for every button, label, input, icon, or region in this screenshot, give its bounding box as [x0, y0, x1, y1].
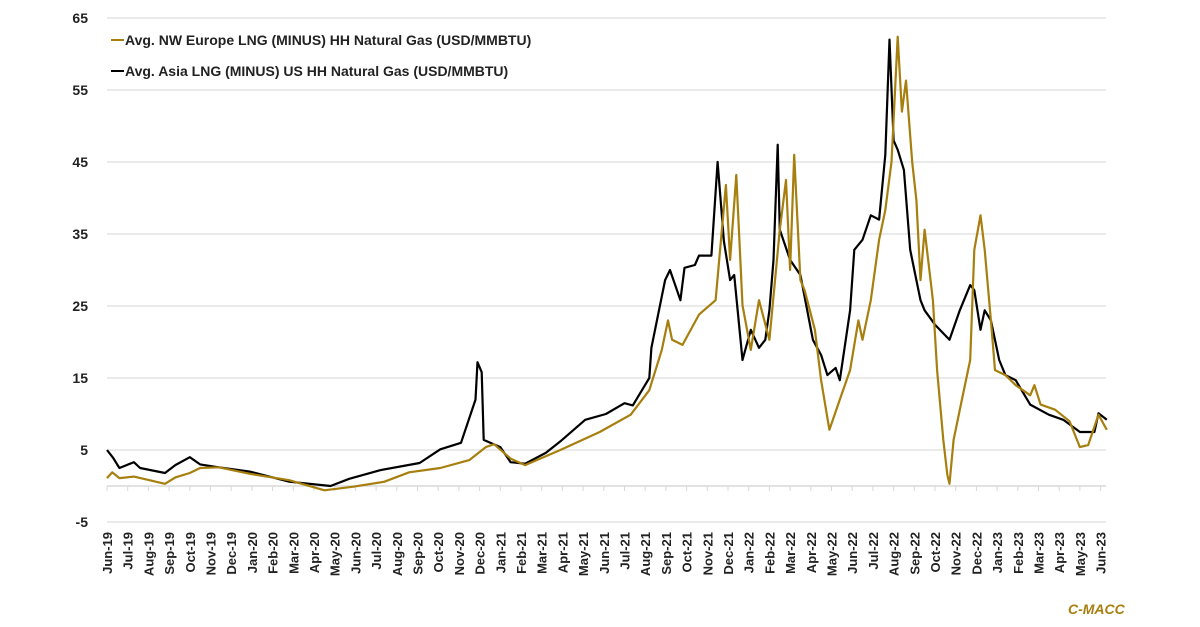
x-tick-label: Aug-22	[887, 532, 902, 576]
x-tick-label: Dec-20	[473, 532, 488, 575]
series-line-asia	[106, 38, 1108, 488]
x-tick-label: Jun-19	[100, 532, 115, 574]
x-tick-label: Oct-22	[928, 532, 943, 572]
x-tick-label: Aug-19	[141, 532, 156, 576]
x-tick-label: Sep-19	[162, 532, 177, 575]
x-tick-label: Apr-22	[804, 532, 819, 573]
x-tick-label: May-20	[328, 532, 343, 576]
x-tick-label: Mar-21	[535, 532, 550, 574]
x-tick-label: Jun-23	[1094, 532, 1109, 574]
x-tick-label: Apr-23	[1052, 532, 1067, 573]
y-tick-label: 65	[72, 10, 88, 26]
x-axis	[106, 485, 1106, 491]
y-tick-label: 55	[72, 82, 88, 98]
x-tick-label: Aug-20	[390, 532, 405, 576]
x-tick-label: May-21	[576, 532, 591, 576]
x-tick-label: Nov-22	[949, 532, 964, 575]
x-tick-label: Jul-19	[121, 532, 136, 570]
y-tick-label: 35	[72, 226, 88, 242]
x-tick-label: Oct-19	[183, 532, 198, 572]
x-tick-label: May-22	[825, 532, 840, 576]
x-tick-label: Aug-21	[638, 532, 653, 576]
x-tick-label: Nov-20	[452, 532, 467, 575]
series-lines	[106, 35, 1108, 492]
legend: Avg. NW Europe LNG (MINUS) HH Natural Ga…	[111, 32, 531, 79]
x-tick-label: Feb-20	[266, 532, 281, 574]
series-line-nw-europe	[106, 35, 1108, 492]
x-tick-label: May-23	[1073, 532, 1088, 576]
x-tick-label: Sep-22	[907, 532, 922, 575]
x-tick-label: Mar-23	[1032, 532, 1047, 574]
x-tick-label: Jun-21	[597, 532, 612, 574]
x-tick-label: Sep-20	[411, 532, 426, 575]
x-tick-label: Jan-20	[245, 532, 260, 573]
x-tick-label: Feb-23	[1011, 532, 1026, 574]
x-tick-label: Jul-21	[618, 532, 633, 570]
y-tick-label: 25	[72, 298, 88, 314]
source-label: C-MACC	[1068, 601, 1126, 617]
y-axis-tick-labels: -5 5 15 25 35 45 55 65	[72, 10, 88, 530]
x-axis-tick-labels: Jun-19 Jul-19 Aug-19 Sep-19 Oct-19 Nov-19 Dec-…	[100, 532, 1109, 576]
x-tick-label: Jul-22	[866, 532, 881, 570]
x-tick-label: Nov-21	[700, 532, 715, 575]
x-tick-label: Apr-20	[307, 532, 322, 573]
x-tick-label: Dec-22	[969, 532, 984, 575]
x-tick-label: Jul-20	[369, 532, 384, 570]
x-tick-label: Jun-20	[348, 532, 363, 574]
x-tick-label: Sep-21	[659, 532, 674, 575]
y-tick-label: -5	[76, 514, 89, 530]
gridlines	[107, 17, 1106, 523]
x-tick-label: Dec-19	[224, 532, 239, 575]
x-tick-label: Jan-21	[493, 532, 508, 573]
x-tick-label: Dec-21	[721, 532, 736, 575]
x-tick-label: Oct-21	[680, 532, 695, 572]
x-tick-label: Mar-22	[783, 532, 798, 574]
y-tick-label: 5	[80, 442, 88, 458]
x-tick-label: Apr-21	[555, 532, 570, 573]
x-tick-label: Oct-20	[431, 532, 446, 572]
x-tick-label: Feb-21	[514, 532, 529, 574]
legend-label-asia: Avg. Asia LNG (MINUS) US HH Natural Gas …	[125, 63, 508, 79]
x-tick-label: Feb-22	[762, 532, 777, 574]
x-tick-label: Jan-22	[742, 532, 757, 573]
x-tick-label: Nov-19	[204, 532, 219, 575]
x-tick-label: Mar-20	[286, 532, 301, 574]
x-tick-label: Jun-22	[845, 532, 860, 574]
x-tick-label: Jan-23	[990, 532, 1005, 573]
y-tick-label: 15	[72, 370, 88, 386]
y-tick-label: 45	[72, 154, 88, 170]
legend-label-nw-europe: Avg. NW Europe LNG (MINUS) HH Natural Ga…	[125, 32, 531, 48]
